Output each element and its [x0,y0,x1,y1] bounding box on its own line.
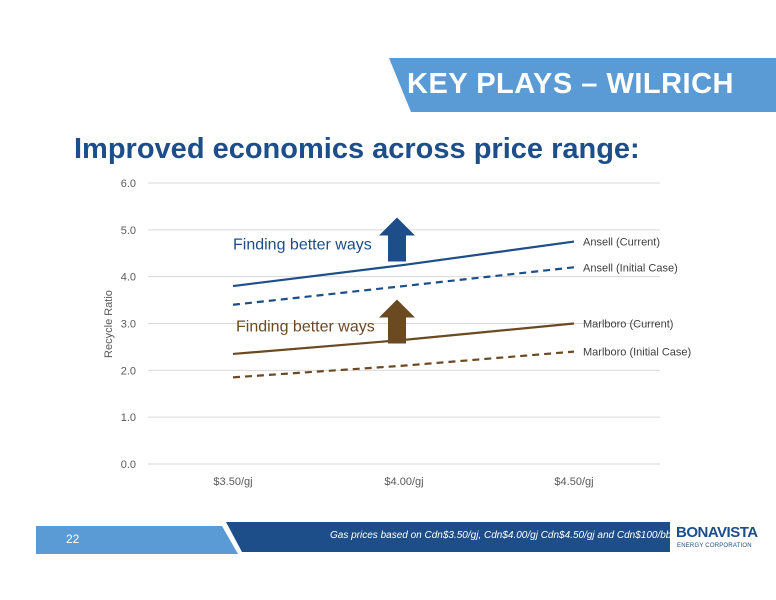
x-tick-label: $3.50/gj [213,476,252,488]
annotation-text: Finding better ways [233,237,372,254]
recycle-ratio-chart: 0.0 1.0 2.0 3.0 4.0 5.0 6.0 $3.50/gj $4.00/gj $4.… [103,178,691,488]
legend-label: Ansell (Initial Case) [583,262,678,274]
company-logo: BONAVISTA ENERGY CORPORATION [676,522,758,558]
legend-label: Marlboro (Current) [583,319,673,331]
banner-title: KEY PLAYS – WILRICH [407,68,734,100]
legend-label: Marlboro (Initial Case) [583,347,691,359]
banner-shape [389,58,776,112]
logo-subtitle: ENERGY CORPORATION [677,543,752,549]
page-number: 22 [66,532,80,546]
series-line [232,240,575,288]
legend-label: Ansell (Current) [583,237,660,249]
series-line [232,266,575,306]
x-tick-label: $4.00/gj [384,476,423,488]
page-headline: Improved economics across price range: [74,133,640,165]
arrow-up-icon [379,299,415,344]
series-line [232,350,575,379]
y-tick-label: 3.0 [121,319,136,331]
y-tick-label: 2.0 [121,365,136,377]
arrow-up-icon [379,217,415,262]
y-tick-label: 5.0 [121,225,136,237]
y-tick-label: 1.0 [121,412,136,424]
title-banner: KEY PLAYS – WILRICH [389,58,776,112]
footer-note: Gas prices based on Cdn$3.50/gj, Cdn$4.0… [330,530,695,541]
y-axis-label: Recycle Ratio [103,290,115,358]
y-tick-label: 4.0 [121,272,136,284]
y-tick-label: 6.0 [121,178,136,190]
logo-name: BONAVISTA [676,524,758,541]
footer-bar [36,522,670,554]
y-tick-label: 0.0 [121,459,136,471]
x-tick-label: $4.50/gj [554,476,593,488]
annotation-text: Finding better ways [236,319,375,336]
chart-labels: 0.0 1.0 2.0 3.0 4.0 5.0 6.0 $3.50/gj $4.00/gj $4.… [103,178,691,488]
